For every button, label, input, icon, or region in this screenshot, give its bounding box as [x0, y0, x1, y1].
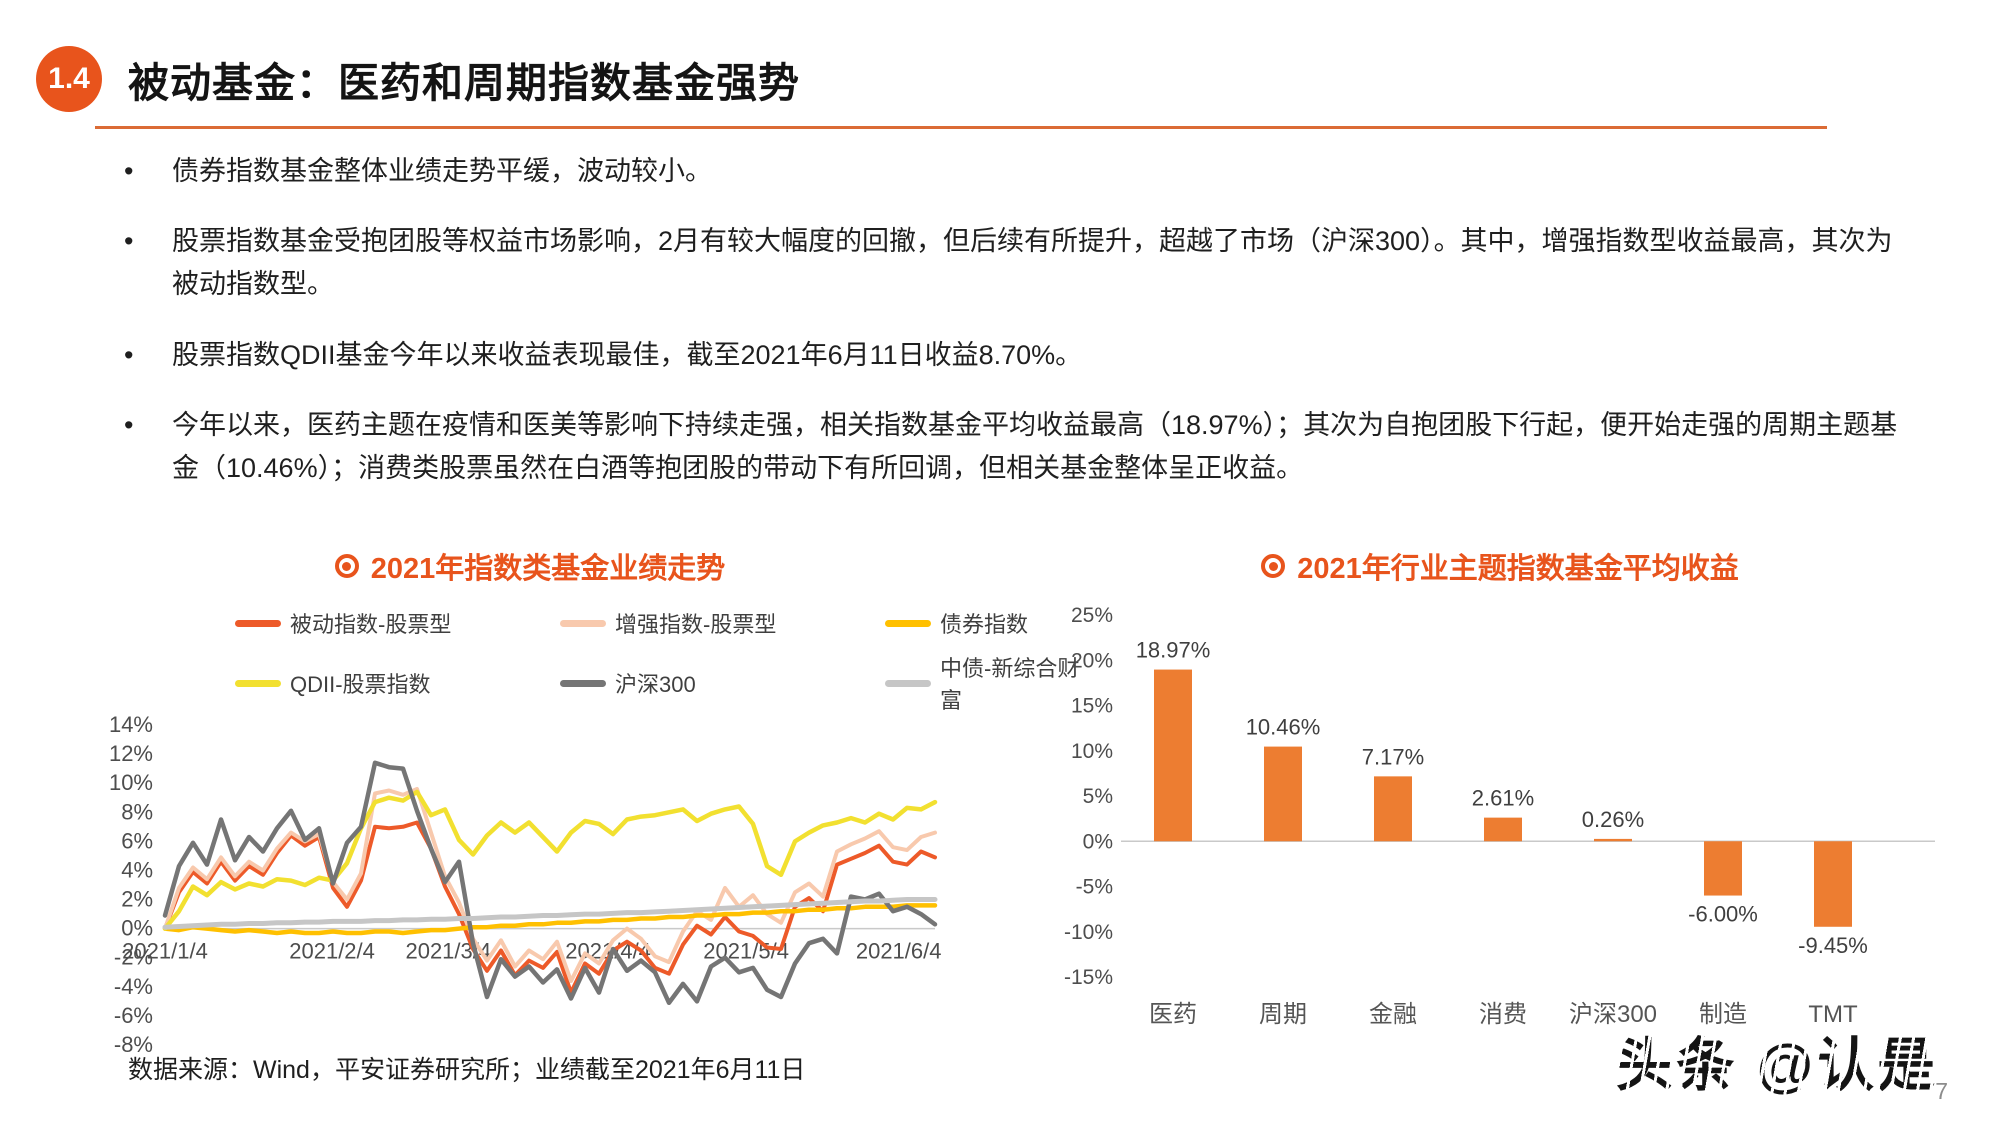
legend-item-cbond: 中债-新综合财富: [885, 651, 1100, 715]
legend-item-hs300: 沪深300: [560, 651, 885, 715]
y-axis-label: 20%: [1071, 649, 1113, 672]
legend-item-enhanced: 增强指数-股票型: [560, 607, 885, 639]
x-axis-category-label: TMT: [1808, 1001, 1858, 1028]
series-line-bond: [162, 903, 938, 936]
bar-chart-title: 2021年行业主题指数基金平均收益: [1055, 545, 1945, 587]
header: 1.4 被动基金：医药和周期指数基金强势: [36, 46, 800, 112]
bar-制造: [1704, 841, 1742, 896]
bar-医药: [1154, 669, 1192, 842]
bullseye-icon: [1261, 554, 1286, 578]
y-axis-label: 10%: [109, 770, 153, 795]
line-chart-title: 2021年指数类基金业绩走势: [95, 545, 965, 587]
bar-chart-svg: 25% 20% 15% 10% 5% 0% -5% -10% -15% 18.97% 医药 10.46…: [1064, 604, 1935, 1028]
bar-TMT: [1814, 841, 1852, 927]
x-axis-label: 2021/5/4: [703, 939, 789, 964]
bar-value-label: -9.45%: [1798, 933, 1868, 958]
y-axis-label: -6%: [114, 1003, 153, 1028]
x-axis-label: 2021/6/4: [856, 939, 942, 964]
y-axis-label: 25%: [1071, 604, 1113, 627]
bar-周期: [1264, 746, 1302, 842]
y-axis-label: -15%: [1064, 966, 1113, 989]
y-axis-label: 5%: [1083, 785, 1113, 808]
legend-label: 债券指数: [940, 612, 1029, 637]
y-axis-label: -10%: [1064, 921, 1113, 944]
line-chart-legend: 被动指数-股票型 增强指数-股票型 债券指数 QDII-股票指数 沪深300 中债-新综合…: [235, 607, 1079, 715]
y-axis-label: 14%: [109, 715, 153, 737]
x-axis-category-label: 制造: [1699, 1001, 1747, 1028]
y-axis-label: 15%: [1071, 695, 1113, 718]
legend-label: 中债-新综合财富: [940, 656, 1080, 713]
y-axis-label: 2%: [121, 887, 153, 912]
bar-value-label: -6.00%: [1688, 902, 1758, 927]
bullet-item: 债券指数基金整体业绩走势平缓，波动较小。: [118, 150, 1908, 193]
series-line-passive: [163, 820, 937, 995]
legend-item-bond: 债券指数: [885, 607, 1100, 639]
x-axis-label: 2021/1/4: [122, 939, 208, 964]
bar-chart-title-text: 2021年行业主题指数基金平均收益: [1297, 553, 1739, 585]
legend-swatch-passive: [235, 619, 281, 627]
x-axis-category-label: 沪深300: [1569, 1001, 1657, 1028]
page-number: 7: [1935, 1078, 1948, 1104]
bar-沪深300: [1594, 838, 1632, 842]
y-axis-label: -8%: [114, 1032, 153, 1057]
legend-swatch-enhanced: [560, 619, 606, 627]
y-axis-label: 0%: [121, 916, 153, 941]
line-chart-figure: 2021年指数类基金业绩走势 被动指数-股票型 增强指数-股票型 债券指数 QDII-…: [95, 545, 1079, 1080]
y-axis-label: 0%: [1083, 830, 1113, 853]
series-line-hs300: [162, 760, 938, 1006]
bar-金融: [1374, 776, 1412, 842]
legend-label: 被动指数-股票型: [290, 612, 452, 637]
bar-value-label: 18.97%: [1136, 638, 1211, 663]
legend-label: 沪深300: [615, 672, 696, 697]
title-underline: [95, 126, 1827, 129]
y-axis-label: 10%: [1071, 740, 1113, 763]
section-number-badge: 1.4: [36, 46, 102, 112]
bar-value-label: 7.17%: [1362, 744, 1424, 769]
bar-消费: [1484, 817, 1522, 842]
y-axis-label: -4%: [114, 974, 153, 999]
y-axis-label: 4%: [121, 857, 153, 882]
source-note: 数据来源：Wind，平安证券研究所；业绩截至2021年6月11日: [128, 1056, 806, 1084]
page-title: 被动基金：医药和周期指数基金强势: [128, 60, 800, 106]
series-line-qdii: [162, 789, 938, 931]
bar-value-label: 10.46%: [1246, 715, 1321, 740]
y-axis-label: -5%: [1076, 876, 1113, 899]
legend-item-passive: 被动指数-股票型: [235, 607, 560, 639]
series-line-cbond: [162, 897, 938, 930]
legend-swatch-qdii: [235, 679, 281, 687]
bullet-item: 今年以来，医药主题在疫情和医美等影响下持续走强，相关指数基金平均收益最高（18.…: [118, 404, 1908, 490]
y-axis-label: 8%: [121, 799, 153, 824]
series-line-enhanced: [163, 787, 937, 983]
watermark: 头条 @认是: [1615, 1018, 1938, 1102]
x-axis-category-label: 金融: [1369, 1001, 1417, 1028]
bar-chart-figure: 2021年行业主题指数基金平均收益 25% 20% 15% 10% 5% 0% -5% -10…: [1055, 545, 1945, 1042]
bar-value-label: 0.26%: [1582, 807, 1644, 832]
bullet-item: 股票指数QDII基金今年以来收益表现最佳，截至2021年6月11日收益8.70%…: [118, 334, 1908, 377]
bullet-list: 债券指数基金整体业绩走势平缓，波动较小。 股票指数基金受抱团股等权益市场影响，2…: [118, 150, 1908, 517]
legend-swatch-bond: [885, 619, 931, 627]
x-axis-label: 2021/2/4: [289, 939, 375, 964]
legend-label: 增强指数-股票型: [615, 612, 777, 637]
y-axis-label: 6%: [121, 828, 153, 853]
x-axis-category-label: 消费: [1479, 1001, 1527, 1028]
line-chart-svg: 14% 12% 10% 8% 6% 4% 2% 0% -2% -4% -6% -8% 2021/1/4 2…: [109, 712, 942, 1057]
bullseye-icon: [334, 554, 359, 578]
x-axis-category-label: 医药: [1149, 1001, 1197, 1028]
line-chart-title-text: 2021年指数类基金业绩走势: [370, 553, 726, 585]
bar-value-label: 2.61%: [1472, 786, 1534, 811]
legend-swatch-cbond: [885, 679, 931, 687]
legend-label: QDII-股票指数: [290, 672, 431, 697]
y-axis-label: -2%: [114, 945, 153, 970]
legend-item-qdii: QDII-股票指数: [235, 651, 560, 715]
x-axis-category-label: 周期: [1259, 1001, 1307, 1028]
legend-swatch-hs300: [560, 679, 606, 687]
bullet-item: 股票指数基金受抱团股等权益市场影响，2月有较大幅度的回撤，但后续有所提升，超越了…: [118, 220, 1908, 306]
y-axis-label: 12%: [109, 741, 153, 766]
